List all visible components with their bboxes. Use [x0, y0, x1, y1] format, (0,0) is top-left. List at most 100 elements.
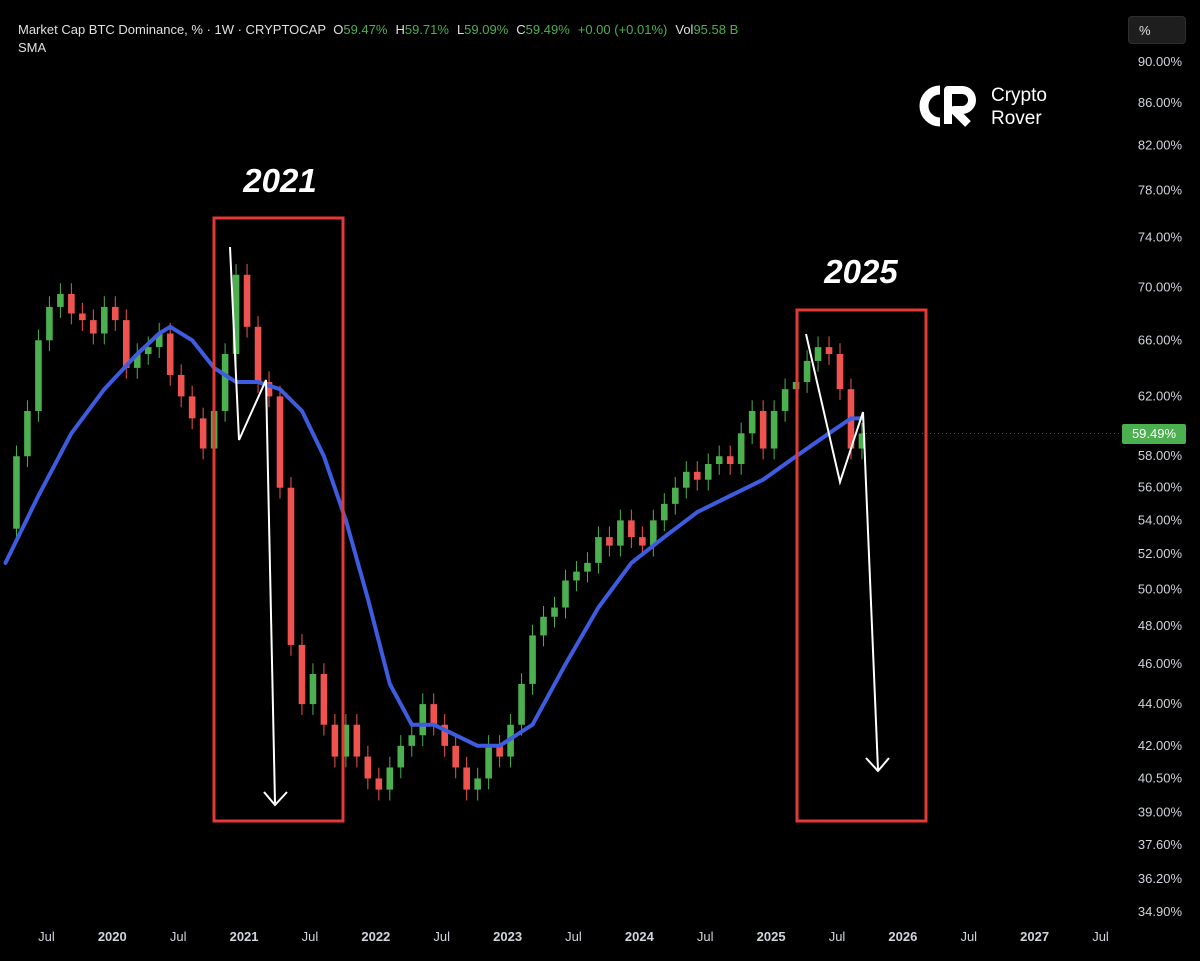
- candle-body: [79, 313, 86, 321]
- candle-body: [573, 571, 580, 581]
- candle-body: [441, 724, 448, 746]
- highlight-box-2021: [212, 216, 345, 823]
- y-tick-label: 82.00%: [1138, 138, 1183, 153]
- y-tick-label: 34.90%: [1138, 904, 1183, 919]
- candle-body: [144, 347, 152, 354]
- y-tick-label: 58.00%: [1138, 448, 1183, 463]
- candle-body: [320, 674, 328, 725]
- watermark-text: Crypto Rover: [991, 84, 1047, 130]
- high-value: 59.71%: [404, 22, 449, 37]
- annotations: 2021 2025: [212, 162, 928, 823]
- volume-value: 95.58 B: [693, 22, 739, 37]
- candle-body: [693, 471, 701, 480]
- candle-body: [737, 433, 745, 464]
- candle-body: [90, 320, 97, 334]
- candle-body: [364, 756, 372, 779]
- x-tick-label: Jul: [565, 929, 582, 944]
- y-tick-label: 52.00%: [1138, 546, 1183, 561]
- candle-body: [562, 580, 569, 608]
- y-tick-label: 78.00%: [1138, 182, 1183, 197]
- candle-body: [166, 333, 174, 375]
- candle-body: [858, 433, 866, 449]
- y-tick-label: 44.00%: [1138, 696, 1183, 711]
- y-tick-label: 46.00%: [1138, 656, 1183, 671]
- low-label: L: [456, 22, 465, 37]
- y-tick-label: 74.00%: [1138, 230, 1183, 245]
- y-tick-label: 66.00%: [1138, 332, 1183, 347]
- y-axis[interactable]: 90.00% 86.00% 82.00% 78.00% 74.00% 70.00% 66.0…: [1138, 54, 1183, 919]
- candle-body: [342, 724, 350, 757]
- candle-body: [287, 487, 295, 645]
- x-axis[interactable]: Jul 2020 Jul 2021 Jul 2022 Jul 2023 Jul 2024 Jul 20…: [38, 929, 1109, 944]
- candle-body: [57, 293, 64, 307]
- candle-body: [35, 340, 42, 411]
- candle-body: [518, 683, 525, 725]
- x-tick-label: Jul: [38, 929, 55, 944]
- candle-body: [551, 607, 558, 617]
- candle-body: [13, 456, 20, 529]
- highlight-box-2025: [795, 308, 928, 823]
- candle-body: [540, 616, 547, 636]
- x-tick-label: 2020: [98, 929, 127, 944]
- y-tick-label: 54.00%: [1138, 512, 1183, 527]
- candle-body: [68, 293, 75, 314]
- close-value: 59.49%: [525, 22, 570, 37]
- sma-line: [3, 324, 864, 748]
- x-tick-label: 2022: [361, 929, 390, 944]
- candle-body: [715, 456, 723, 464]
- x-tick-label: 2027: [1020, 929, 1049, 944]
- candle-body: [584, 562, 591, 572]
- candle-body: [496, 745, 503, 757]
- y-tick-label: 56.00%: [1138, 480, 1183, 495]
- candle-body: [265, 382, 273, 397]
- candle-body: [419, 704, 427, 736]
- candle-body: [46, 306, 53, 341]
- candle-body: [430, 704, 438, 725]
- x-tick-label: Jul: [433, 929, 450, 944]
- candle-body: [397, 745, 405, 768]
- arrow-2021-head: [263, 791, 288, 807]
- symbol-title: Market Cap BTC Dominance, % · 1W · CRYPT…: [18, 22, 326, 37]
- candle-body: [155, 333, 163, 348]
- candle-body: [661, 503, 668, 521]
- candle-body: [781, 389, 789, 411]
- arrow-2021-path: [229, 246, 276, 804]
- candle-body: [331, 724, 339, 757]
- candle-body: [814, 347, 822, 361]
- watermark-line2: Rover: [991, 108, 1042, 129]
- candle-body: [375, 778, 383, 790]
- sma-layer: [3, 324, 864, 748]
- open-label: O: [333, 22, 344, 37]
- candle-body: [759, 410, 767, 449]
- x-tick-label: 2025: [757, 929, 786, 944]
- percent-scale-button[interactable]: %: [1128, 16, 1186, 44]
- candle-body: [188, 396, 196, 419]
- x-tick-label: Jul: [1092, 929, 1109, 944]
- close-label: C: [516, 22, 526, 37]
- high-label: H: [395, 22, 405, 37]
- low-value: 59.09%: [464, 22, 509, 37]
- candle-body: [803, 360, 811, 383]
- candle-body: [133, 353, 141, 368]
- candle-body: [221, 353, 229, 411]
- x-tick-label: Jul: [302, 929, 319, 944]
- candle-body: [122, 320, 130, 368]
- candle-body: [606, 537, 613, 546]
- sma-indicator-label[interactable]: SMA: [18, 40, 47, 55]
- x-tick-label: Jul: [170, 929, 187, 944]
- x-tick-label: Jul: [697, 929, 714, 944]
- candle-body: [177, 374, 185, 397]
- x-tick-label: 2026: [888, 929, 917, 944]
- candle-body: [309, 674, 317, 705]
- candle-body: [276, 396, 284, 488]
- candle-body: [199, 418, 207, 449]
- candle-body: [408, 735, 416, 746]
- chart-legend-header: Market Cap BTC Dominance, % · 1W · CRYPT…: [18, 22, 746, 37]
- candle-body: [353, 724, 361, 757]
- y-tick-label: 39.00%: [1138, 804, 1183, 819]
- label-2025: 2025: [823, 253, 898, 290]
- candle-body: [112, 306, 119, 321]
- candle-body: [485, 745, 492, 779]
- x-tick-label: 2023: [493, 929, 522, 944]
